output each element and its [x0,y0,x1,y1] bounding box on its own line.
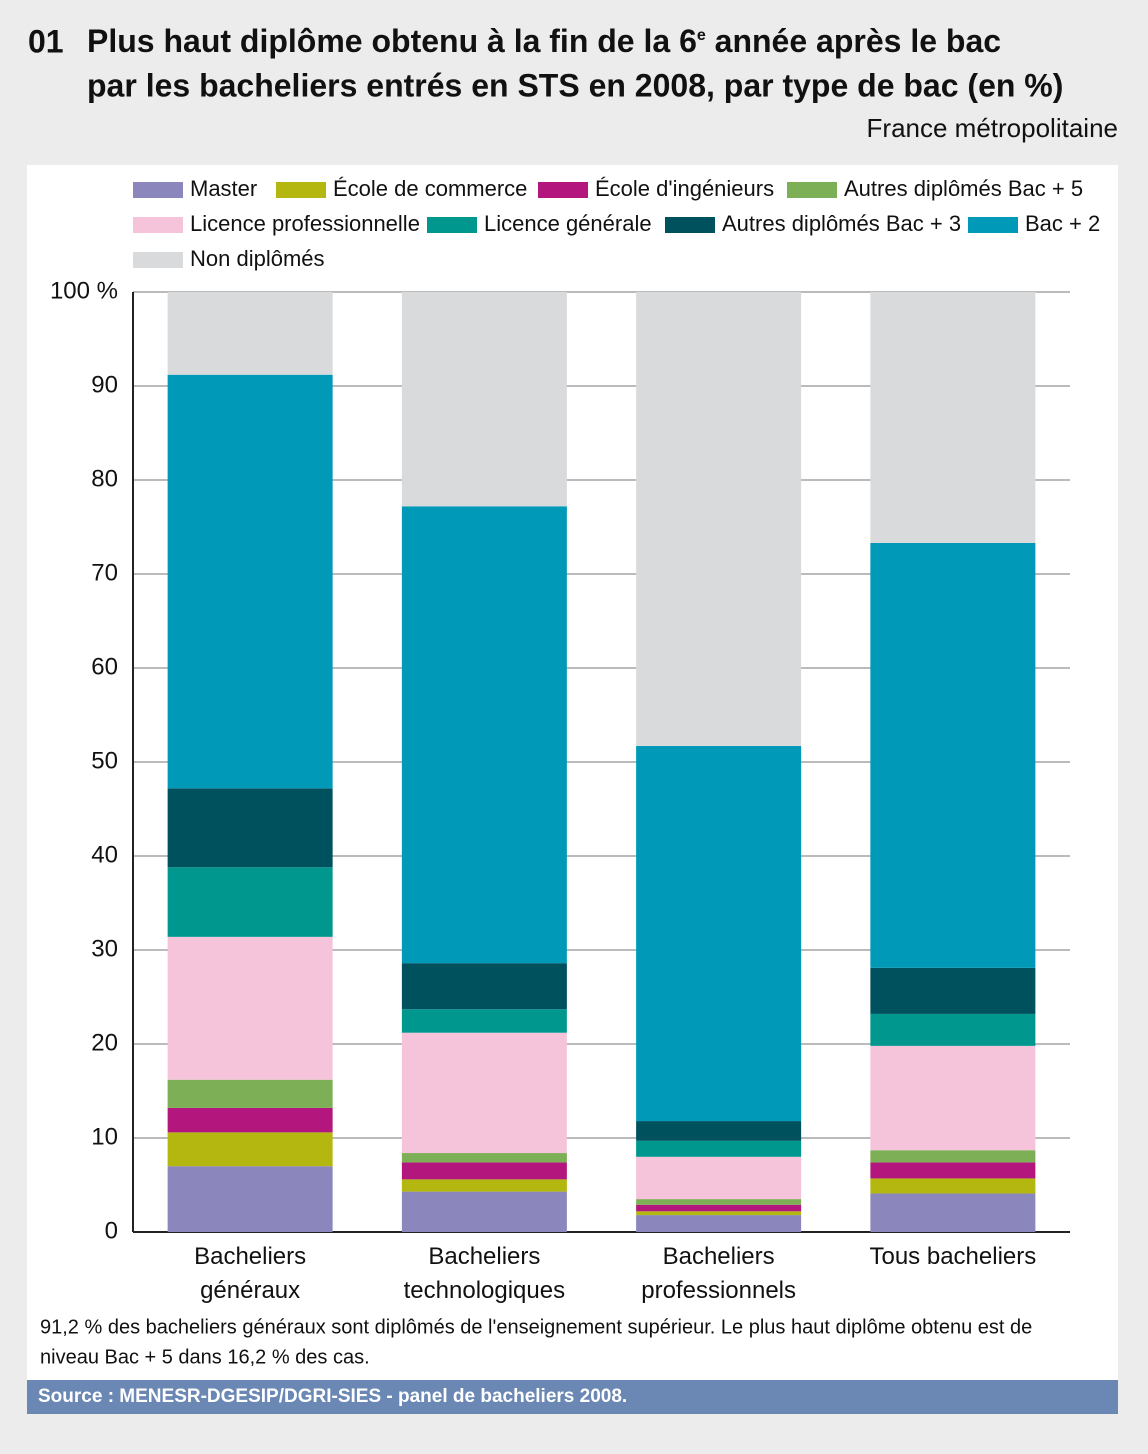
y-tick-label: 100 % [50,277,118,304]
bar-segment [636,292,802,747]
chart-title: Plus haut diplôme obtenu à la fin de la … [87,23,1001,59]
source-band [27,1380,1118,1414]
bar-segment [870,1045,1036,1151]
note: niveau Bac + 5 dans 16,2 % des cas. [40,1346,370,1368]
bar-segment [636,1211,802,1216]
title-part: Plus haut diplôme obtenu à la fin de la … [87,23,697,59]
bar-segment [636,1121,802,1141]
x-tick-label: Tous bacheliers [869,1243,1036,1270]
bar-segment [401,506,567,964]
y-tick-label: 20 [91,1029,118,1056]
bar-segment [167,788,333,868]
y-tick-label: 30 [91,935,118,962]
x-tick-line: Bacheliers [194,1243,306,1270]
bar-segment [167,1132,333,1167]
legend-swatch [968,217,1018,233]
y-tick-label: 60 [91,653,118,680]
y-tick-label: 80 [91,465,118,492]
bar-segment [167,867,333,937]
bar-segment [401,1162,567,1180]
bar-segment [870,967,1036,1014]
legend-label: Bac + 2 [1025,211,1100,236]
bar-segment [870,1193,1036,1232]
legend-label: Licence professionnelle [190,211,420,236]
bar-segment [401,1153,567,1163]
y-tick-label: 0 [105,1217,118,1244]
title-part: année après le bac [706,23,1001,59]
bar-segment [167,1107,333,1133]
legend-swatch [133,252,183,268]
x-tick-line: professionnels [641,1277,796,1304]
x-tick-line: Bacheliers [663,1243,775,1270]
x-tick-line: technologiques [404,1277,565,1304]
bar-segment [401,1032,567,1154]
y-tick-label: 10 [91,1123,118,1150]
bar-segment [401,1179,567,1192]
legend-swatch [427,217,477,233]
bar-segment [870,1150,1036,1163]
subtitle: France métropolitaine [867,113,1118,143]
legend-label: Licence générale [484,211,652,236]
legend-label: École de commerce [333,176,527,201]
bar-segment [167,1166,333,1232]
legend-swatch [133,217,183,233]
bar-segment [870,1162,1036,1179]
legend-label: Autres diplômés Bac + 5 [844,176,1083,201]
legend-label: École d'ingénieurs [595,176,774,201]
bar-segment [401,963,567,1010]
bar-segment [636,1156,802,1200]
x-tick-line: Bacheliers [428,1243,540,1270]
bar-segment [401,1009,567,1033]
bar-segment [870,542,1036,968]
bar-segment [636,746,802,1122]
x-tick-line: généraux [200,1277,300,1304]
x-tick-label: Bacheliers technologiques [404,1243,565,1304]
chart-title: par les bacheliers entrés en STS en 2008… [87,67,1063,103]
bar-segment [167,374,333,789]
note: 91,2 % des bacheliers généraux sont dipl… [40,1316,1032,1338]
x-tick-label: Bacheliers généraux [194,1243,306,1304]
bar-segment [167,292,333,375]
legend-label: Master [190,176,257,201]
bar-segment [870,292,1036,543]
bar-segment [401,1191,567,1232]
bar-segment [167,936,333,1080]
y-tick-label: 50 [91,747,118,774]
bar-segment [636,1140,802,1157]
legend-swatch [665,217,715,233]
x-tick-label: Bacheliers professionnels [641,1243,796,1304]
bar-segment [401,292,567,507]
title-sup: e [697,27,706,44]
y-tick-label: 70 [91,559,118,586]
legend-swatch [276,182,326,198]
bar-segment [636,1204,802,1212]
y-tick-label: 90 [91,371,118,398]
legend-swatch [133,182,183,198]
bar-segment [870,1013,1036,1046]
bar-segment [636,1199,802,1205]
bar-segment [167,1079,333,1108]
y-tick-label: 40 [91,841,118,868]
legend-swatch [787,182,837,198]
legend-label: Non diplômés [190,246,325,271]
chart-number: 01 [28,23,64,59]
legend-swatch [538,182,588,198]
legend-label: Autres diplômés Bac + 3 [722,211,961,236]
x-tick-line: Tous bacheliers [869,1243,1036,1270]
bar-segment [870,1178,1036,1194]
source: Source : MENESR-DGESIP/DGRI-SIES - panel… [38,1386,627,1407]
bar-segment [636,1215,802,1232]
